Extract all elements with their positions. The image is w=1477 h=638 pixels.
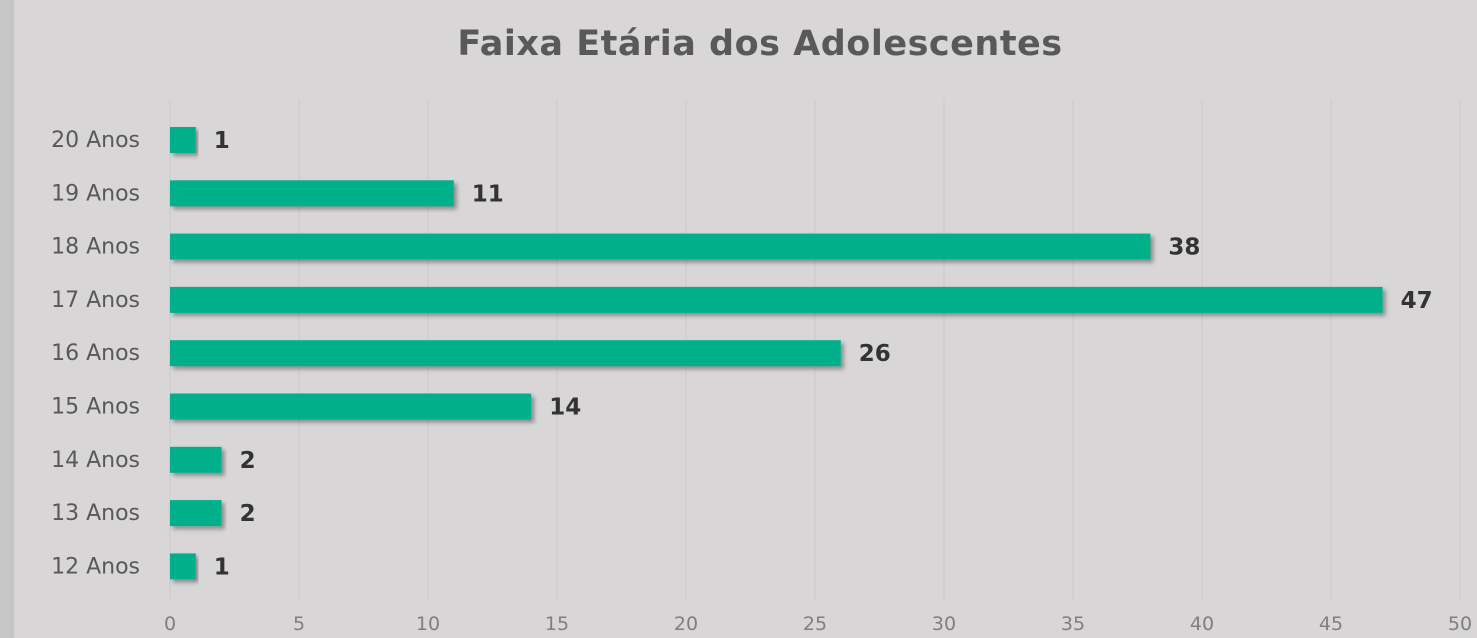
- x-tick-label: 10: [416, 613, 440, 635]
- category-label: 15 Anos: [51, 395, 140, 420]
- bar: [170, 286, 1383, 313]
- data-label: 1: [214, 554, 230, 580]
- x-tick-label: 30: [932, 613, 956, 635]
- bar: [170, 446, 222, 473]
- x-tick-label: 0: [164, 613, 176, 635]
- x-tick-label: 35: [1061, 613, 1085, 635]
- x-tick-label: 40: [1190, 613, 1214, 635]
- chart-area: [14, 0, 1477, 638]
- x-tick-label: 45: [1319, 613, 1343, 635]
- bar: [170, 180, 454, 207]
- category-label: 14 Anos: [51, 448, 140, 473]
- data-label: 2: [240, 448, 256, 474]
- bars: [170, 127, 1383, 580]
- x-tick-label: 15: [545, 613, 569, 635]
- data-label: 26: [859, 341, 891, 367]
- bar: [170, 340, 841, 367]
- bar: [170, 500, 222, 527]
- data-label: 38: [1168, 235, 1200, 261]
- data-label: 1: [214, 128, 230, 154]
- data-label: 2: [240, 501, 256, 527]
- category-label: 16 Anos: [51, 341, 140, 366]
- x-axis-ticks: 0 5 10 15 20 25 30 35 40 45 50: [164, 613, 1472, 635]
- gridlines: [169, 100, 1461, 600]
- x-tick-label: 50: [1448, 613, 1472, 635]
- bar: [170, 393, 532, 420]
- category-label: 12 Anos: [51, 554, 140, 579]
- category-label: 20 Anos: [51, 128, 140, 153]
- category-label: 19 Anos: [51, 181, 140, 206]
- category-label: 18 Anos: [51, 235, 140, 260]
- bar: [170, 233, 1151, 260]
- chart-title: Faixa Etária dos Adolescentes: [457, 24, 1063, 64]
- x-tick-label: 20: [674, 613, 698, 635]
- bar: [170, 127, 196, 153]
- category-label: 13 Anos: [51, 501, 140, 526]
- x-tick-label: 5: [293, 613, 305, 635]
- data-label: 47: [1401, 288, 1433, 314]
- data-label: 11: [472, 181, 504, 207]
- y-axis-categories: 12 Anos 13 Anos 14 Anos 15 Anos 16 Anos 17 An…: [51, 128, 140, 579]
- bar: [170, 553, 196, 580]
- category-label: 17 Anos: [51, 288, 140, 313]
- data-label: 14: [549, 395, 581, 421]
- x-tick-label: 25: [803, 613, 827, 635]
